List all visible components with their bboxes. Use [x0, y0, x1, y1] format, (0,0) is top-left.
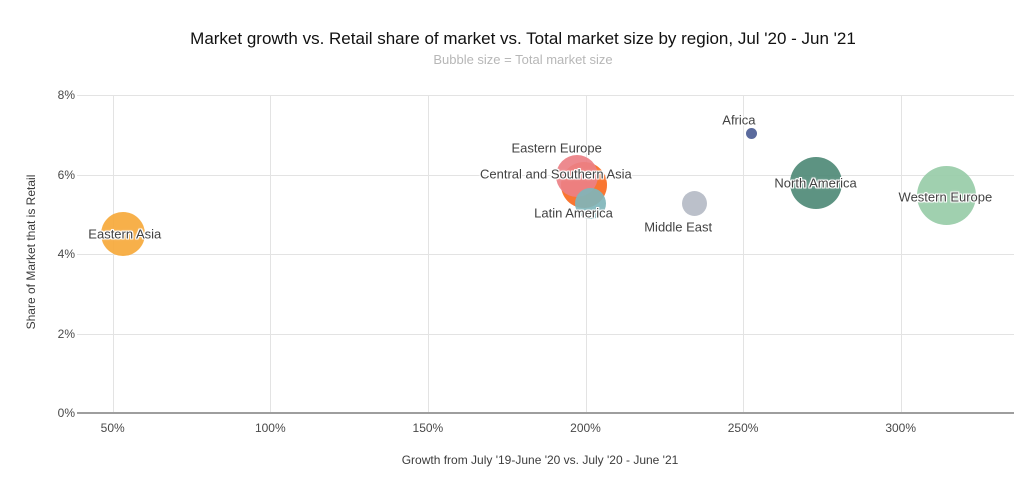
bubble-label-central-and-southern-asia: Central and Southern Asia	[480, 166, 632, 182]
x-tick-label: 250%	[727, 421, 759, 435]
bubble-label-middle-east: Middle East	[644, 219, 713, 235]
x-axis-line	[77, 412, 1014, 415]
y-axis-title: Share of Market that is Retail	[24, 174, 38, 330]
bubble-africa[interactable]	[746, 128, 758, 140]
gridline-h-2%	[77, 333, 1014, 335]
bubble-western-europe[interactable]	[916, 166, 976, 225]
chart-title: Market growth vs. Retail share of market…	[190, 29, 856, 48]
x-axis-title: Growth from July '19-June '20 vs. July '…	[401, 453, 679, 467]
gridline-v-50%	[112, 95, 114, 414]
y-tick-label: 6%	[57, 167, 75, 182]
gridline-v-150%	[427, 95, 429, 414]
gridline-v-100%	[270, 95, 272, 414]
bubble-label-north-america: North America	[774, 175, 857, 191]
bubble-label-latin-america: Latin America	[534, 205, 613, 221]
bubble-label-eastern-europe: Eastern Europe	[511, 140, 602, 156]
y-tick-label: 2%	[57, 326, 75, 341]
bubble-north-america[interactable]	[789, 156, 842, 209]
gridline-h-6%	[77, 174, 1014, 176]
x-tick-label: 150%	[412, 421, 444, 435]
x-tick-label: 100%	[254, 421, 286, 435]
x-tick-label: 50%	[100, 421, 125, 435]
chart-subtitle: Bubble size = Total market size	[433, 52, 613, 67]
bubble-latin-america[interactable]	[575, 187, 606, 219]
gridline-v-200%	[585, 95, 587, 414]
y-tick-label: 0%	[57, 406, 75, 421]
y-tick-label: 8%	[57, 88, 75, 103]
gridline-h-8%	[77, 95, 1014, 97]
gridline-h-4%	[77, 254, 1014, 256]
x-tick-label: 200%	[570, 421, 601, 435]
bubble-eastern-asia[interactable]	[100, 212, 145, 257]
gridline-v-300%	[900, 95, 902, 414]
y-tick-label: 4%	[57, 247, 75, 262]
bubble-label-eastern-asia: Eastern Asia	[88, 226, 162, 242]
bubble-middle-east[interactable]	[681, 190, 707, 216]
bubble-label-africa: Africa	[722, 112, 756, 128]
bubble-label-western-europe: Western Europe	[898, 189, 993, 204]
gridline-v-250%	[743, 95, 745, 414]
x-tick-label: 300%	[885, 421, 917, 435]
